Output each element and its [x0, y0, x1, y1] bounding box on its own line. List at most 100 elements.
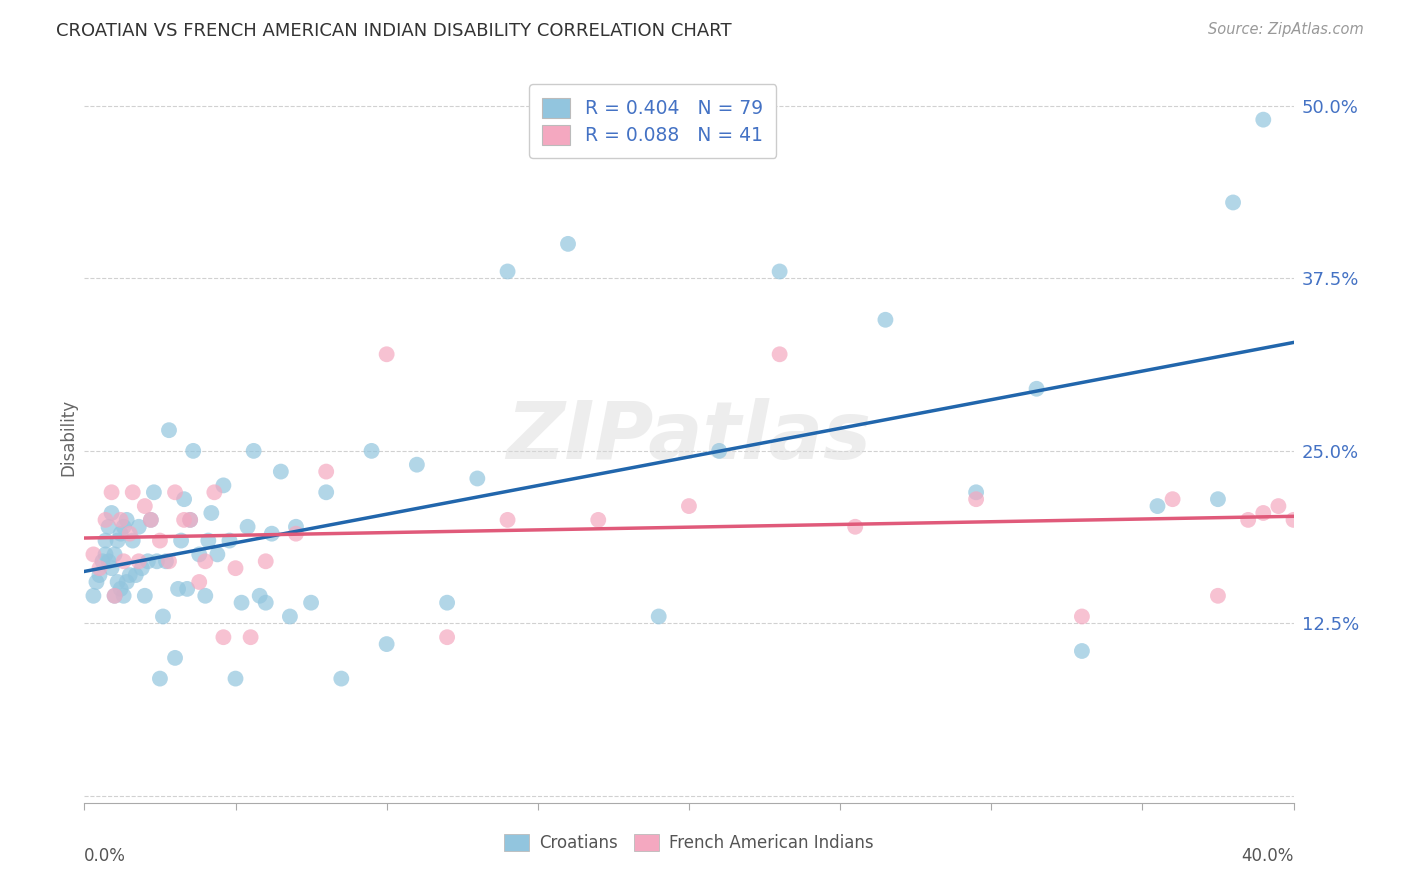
Point — [236, 520, 259, 534]
Point — [146, 554, 169, 568]
Point — [588, 513, 610, 527]
Point — [155, 554, 177, 568]
Point — [242, 443, 264, 458]
Point — [157, 423, 180, 437]
Point — [207, 548, 229, 562]
Point — [467, 471, 489, 485]
Point — [496, 513, 519, 527]
Point — [406, 458, 429, 472]
Point — [104, 589, 127, 603]
Point — [89, 561, 111, 575]
Point — [225, 561, 247, 575]
Point — [173, 492, 195, 507]
Point — [678, 499, 700, 513]
Point — [496, 264, 519, 278]
Point — [648, 609, 671, 624]
Point — [194, 554, 217, 568]
Point — [134, 499, 156, 513]
Point — [254, 554, 277, 568]
Text: CROATIAN VS FRENCH AMERICAN INDIAN DISABILITY CORRELATION CHART: CROATIAN VS FRENCH AMERICAN INDIAN DISAB… — [56, 22, 733, 40]
Point — [1071, 644, 1094, 658]
Point — [254, 596, 277, 610]
Point — [1206, 492, 1229, 507]
Point — [875, 312, 897, 326]
Point — [149, 533, 172, 548]
Point — [142, 485, 165, 500]
Legend: Croatians, French American Indians: Croatians, French American Indians — [495, 825, 883, 860]
Point — [965, 492, 987, 507]
Point — [107, 533, 129, 548]
Point — [270, 465, 292, 479]
Point — [285, 526, 308, 541]
Point — [212, 478, 235, 492]
Point — [121, 533, 143, 548]
Point — [315, 465, 337, 479]
Point — [104, 589, 127, 603]
Point — [1071, 609, 1094, 624]
Point — [128, 520, 150, 534]
Point — [844, 520, 866, 534]
Point — [112, 554, 135, 568]
Point — [179, 513, 201, 527]
Point — [197, 533, 219, 548]
Point — [709, 443, 731, 458]
Point — [82, 548, 104, 562]
Point — [225, 672, 247, 686]
Point — [769, 347, 792, 361]
Point — [769, 264, 792, 278]
Point — [165, 651, 187, 665]
Point — [139, 513, 162, 527]
Point — [86, 574, 108, 589]
Point — [82, 589, 104, 603]
Point — [97, 554, 120, 568]
Point — [285, 520, 308, 534]
Point — [173, 513, 195, 527]
Point — [128, 554, 150, 568]
Point — [965, 485, 987, 500]
Point — [91, 554, 114, 568]
Point — [89, 568, 111, 582]
Point — [94, 548, 117, 562]
Point — [110, 526, 132, 541]
Point — [115, 513, 138, 527]
Point — [125, 568, 148, 582]
Text: Source: ZipAtlas.com: Source: ZipAtlas.com — [1208, 22, 1364, 37]
Point — [176, 582, 198, 596]
Point — [202, 485, 225, 500]
Point — [170, 533, 193, 548]
Point — [1282, 513, 1305, 527]
Point — [134, 589, 156, 603]
Point — [131, 561, 153, 575]
Point — [1161, 492, 1184, 507]
Point — [115, 574, 138, 589]
Point — [1206, 589, 1229, 603]
Point — [278, 609, 301, 624]
Point — [100, 485, 122, 500]
Point — [152, 609, 174, 624]
Y-axis label: Disability: Disability — [59, 399, 77, 475]
Point — [167, 582, 190, 596]
Point — [212, 630, 235, 644]
Point — [375, 347, 398, 361]
Point — [97, 520, 120, 534]
Point — [1222, 195, 1244, 210]
Point — [218, 533, 240, 548]
Point — [165, 485, 187, 500]
Point — [112, 520, 135, 534]
Point — [1267, 499, 1289, 513]
Point — [104, 548, 127, 562]
Point — [100, 561, 122, 575]
Point — [112, 589, 135, 603]
Point — [181, 443, 204, 458]
Point — [315, 485, 337, 500]
Point — [436, 630, 458, 644]
Point — [94, 513, 117, 527]
Point — [557, 236, 579, 251]
Point — [118, 526, 141, 541]
Point — [188, 548, 211, 562]
Text: ZIPatlas: ZIPatlas — [506, 398, 872, 476]
Text: 40.0%: 40.0% — [1241, 847, 1294, 864]
Point — [149, 672, 172, 686]
Point — [299, 596, 322, 610]
Point — [188, 574, 211, 589]
